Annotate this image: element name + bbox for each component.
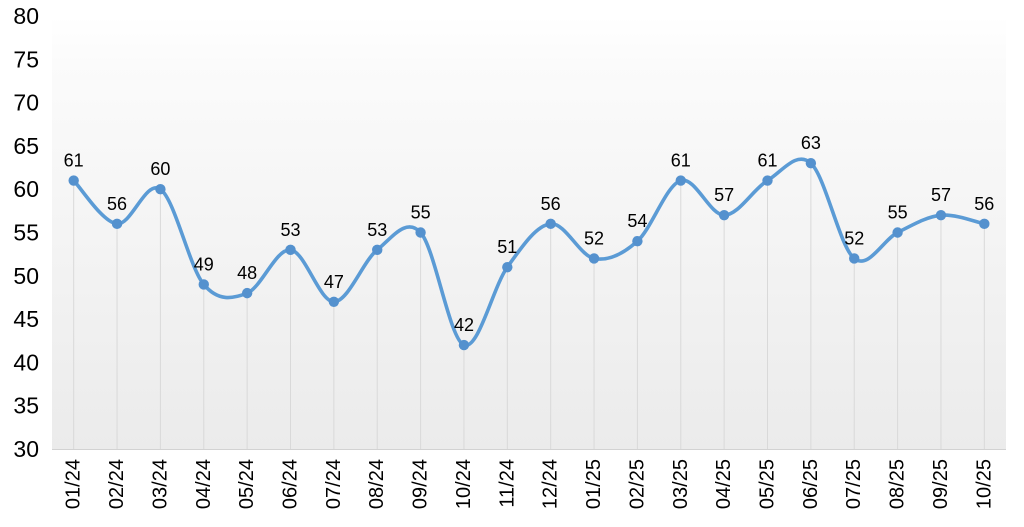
y-axis-tick-label: 35 bbox=[13, 393, 39, 419]
x-axis-tick-label: 10/24 bbox=[453, 459, 475, 509]
data-point-label: 56 bbox=[107, 194, 127, 214]
data-point-label: 61 bbox=[64, 151, 84, 171]
data-point-marker bbox=[805, 158, 817, 169]
data-point-label: 52 bbox=[584, 228, 604, 248]
y-axis-tick-label: 80 bbox=[13, 3, 39, 29]
data-point-label: 48 bbox=[237, 263, 257, 283]
data-point-marker bbox=[415, 227, 426, 238]
x-axis-tick-label: 01/24 bbox=[63, 459, 85, 509]
y-axis-tick-label: 75 bbox=[13, 46, 39, 72]
data-point-marker bbox=[241, 287, 253, 299]
x-axis-tick-label: 09/25 bbox=[930, 459, 952, 509]
data-point-marker bbox=[198, 279, 209, 290]
x-axis-tick-label: 11/24 bbox=[496, 459, 518, 508]
x-axis-tick-label: 06/25 bbox=[800, 459, 822, 509]
x-axis-tick-label: 07/24 bbox=[323, 459, 345, 509]
data-point-label: 57 bbox=[931, 185, 951, 205]
data-point-label: 57 bbox=[714, 185, 734, 205]
data-point-label: 56 bbox=[974, 194, 994, 214]
x-axis-tick-label: 10/25 bbox=[973, 459, 995, 509]
data-point-label: 51 bbox=[497, 237, 517, 257]
data-point-marker bbox=[372, 244, 383, 256]
x-axis-tick-label: 09/24 bbox=[410, 459, 432, 509]
data-point-label: 47 bbox=[324, 272, 344, 292]
data-point-label: 53 bbox=[280, 220, 300, 240]
data-point-marker bbox=[588, 253, 600, 264]
x-axis-tick-label: 02/24 bbox=[106, 459, 128, 509]
data-point-marker bbox=[285, 244, 296, 256]
data-point-label: 55 bbox=[411, 203, 431, 223]
x-axis-tick-label: 08/25 bbox=[887, 459, 909, 509]
data-point-label: 52 bbox=[844, 228, 864, 248]
x-axis-tick-label: 03/25 bbox=[670, 459, 692, 509]
x-axis-tick-label: 12/24 bbox=[540, 459, 562, 509]
data-point-label: 42 bbox=[454, 315, 474, 335]
x-axis-tick-label: 03/24 bbox=[149, 459, 171, 509]
data-point-label: 54 bbox=[627, 211, 647, 231]
y-axis-tick-label: 55 bbox=[13, 220, 39, 246]
y-axis-tick-label: 50 bbox=[13, 263, 39, 289]
x-axis-tick-label: 06/24 bbox=[280, 459, 302, 509]
data-point-label: 49 bbox=[194, 254, 214, 274]
x-axis-tick-label: 04/24 bbox=[193, 459, 215, 509]
y-axis-tick-label: 65 bbox=[13, 133, 39, 159]
data-point-marker bbox=[545, 218, 556, 230]
data-point-marker bbox=[458, 339, 470, 351]
data-point-label: 61 bbox=[671, 151, 691, 171]
data-point-marker bbox=[892, 227, 903, 238]
x-axis-tick-label: 01/25 bbox=[583, 459, 605, 509]
data-point-label: 55 bbox=[888, 203, 908, 223]
data-point-marker bbox=[718, 209, 730, 221]
x-axis-tick-label: 08/24 bbox=[366, 459, 388, 509]
x-axis-tick-label: 05/24 bbox=[236, 459, 258, 509]
data-point-label: 61 bbox=[757, 151, 777, 171]
x-axis-tick-label: 05/25 bbox=[757, 459, 779, 509]
y-axis-tick-label: 70 bbox=[13, 90, 39, 116]
data-point-marker bbox=[935, 209, 947, 221]
y-axis-tick-label: 45 bbox=[13, 306, 39, 332]
data-point-label: 63 bbox=[801, 133, 821, 153]
x-axis-tick-label: 04/25 bbox=[713, 459, 735, 509]
data-point-marker bbox=[675, 175, 686, 186]
y-axis-tick-label: 30 bbox=[13, 436, 39, 462]
data-point-marker bbox=[762, 175, 773, 186]
x-axis-tick-label: 02/25 bbox=[626, 459, 648, 509]
y-axis-tick-label: 60 bbox=[13, 176, 39, 202]
data-point-marker bbox=[328, 296, 340, 307]
y-axis-tick-label: 40 bbox=[13, 349, 39, 375]
data-point-marker bbox=[502, 261, 513, 273]
data-point-marker bbox=[979, 218, 990, 230]
data-point-marker bbox=[632, 235, 643, 247]
data-point-label: 56 bbox=[541, 194, 561, 214]
plot-area bbox=[52, 16, 1006, 449]
data-point-marker bbox=[849, 253, 860, 264]
data-point-label: 60 bbox=[150, 159, 170, 179]
data-point-marker bbox=[111, 218, 123, 230]
data-point-marker bbox=[155, 184, 166, 195]
data-point-marker bbox=[68, 175, 79, 186]
data-point-label: 53 bbox=[367, 220, 387, 240]
x-axis-tick-label: 07/25 bbox=[843, 459, 865, 509]
